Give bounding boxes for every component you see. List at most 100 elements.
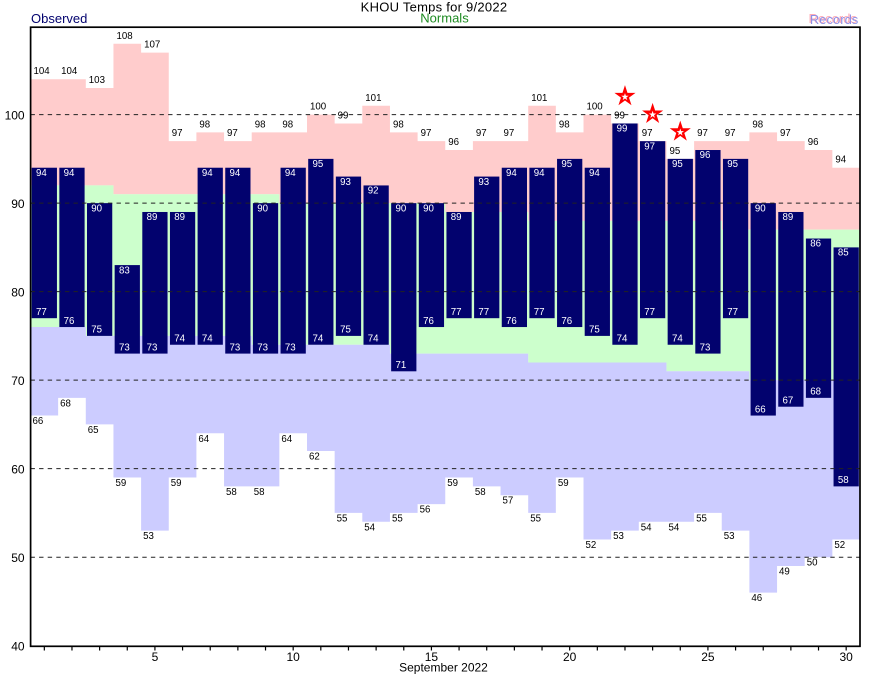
svg-text:94: 94 [230, 168, 241, 179]
svg-text:62: 62 [309, 451, 320, 462]
svg-text:99: 99 [614, 110, 625, 121]
svg-text:53: 53 [724, 531, 735, 542]
svg-text:70: 70 [11, 374, 25, 388]
svg-text:94: 94 [64, 168, 75, 179]
svg-text:30: 30 [839, 650, 853, 664]
svg-text:99: 99 [617, 124, 628, 135]
svg-text:104: 104 [34, 66, 51, 77]
svg-text:90: 90 [395, 203, 406, 214]
svg-text:77: 77 [534, 307, 545, 318]
svg-text:66: 66 [755, 404, 766, 415]
svg-text:59: 59 [447, 478, 458, 489]
svg-text:59: 59 [171, 478, 182, 489]
svg-text:85: 85 [838, 248, 849, 259]
svg-text:100: 100 [310, 102, 327, 113]
svg-text:54: 54 [364, 522, 375, 533]
svg-text:15: 15 [425, 650, 439, 664]
svg-text:65: 65 [88, 425, 99, 436]
svg-text:94: 94 [506, 168, 517, 179]
svg-text:92: 92 [368, 186, 379, 197]
svg-text:55: 55 [530, 513, 541, 524]
svg-text:58: 58 [226, 487, 237, 498]
svg-text:100: 100 [5, 108, 25, 122]
svg-text:75: 75 [589, 325, 600, 336]
svg-text:64: 64 [198, 434, 209, 445]
svg-text:50: 50 [807, 558, 818, 569]
svg-text:94: 94 [835, 155, 846, 166]
svg-text:98: 98 [752, 119, 763, 130]
svg-text:94: 94 [589, 168, 600, 179]
svg-text:97: 97 [780, 128, 791, 139]
svg-text:Records: Records [809, 11, 858, 26]
svg-text:77: 77 [478, 307, 489, 318]
svg-text:90: 90 [11, 197, 25, 211]
svg-text:104: 104 [61, 66, 78, 77]
svg-text:56: 56 [420, 505, 431, 516]
svg-text:108: 108 [116, 31, 132, 42]
svg-text:KHOU Temps for 9/2022: KHOU Temps for 9/2022 [361, 0, 508, 15]
svg-text:97: 97 [172, 128, 183, 139]
svg-text:94: 94 [202, 168, 213, 179]
svg-text:55: 55 [696, 513, 707, 524]
svg-text:97: 97 [227, 128, 238, 139]
svg-text:68: 68 [810, 387, 821, 398]
svg-text:53: 53 [143, 531, 154, 542]
svg-text:76: 76 [561, 316, 572, 327]
svg-text:98: 98 [393, 119, 404, 130]
svg-text:75: 75 [91, 325, 102, 336]
svg-text:95: 95 [669, 146, 680, 157]
svg-text:94: 94 [534, 168, 545, 179]
svg-text:98: 98 [199, 119, 210, 130]
svg-text:97: 97 [725, 128, 736, 139]
svg-text:97: 97 [697, 128, 708, 139]
svg-text:74: 74 [174, 334, 185, 345]
svg-text:90: 90 [91, 203, 102, 214]
svg-text:89: 89 [174, 212, 185, 223]
svg-text:95: 95 [727, 159, 738, 170]
svg-text:76: 76 [423, 316, 434, 327]
svg-text:95: 95 [561, 159, 572, 170]
svg-text:98: 98 [255, 119, 266, 130]
svg-text:97: 97 [642, 128, 653, 139]
svg-text:73: 73 [147, 342, 158, 353]
svg-text:89: 89 [451, 212, 462, 223]
svg-text:80: 80 [11, 285, 25, 299]
svg-text:89: 89 [147, 212, 158, 223]
svg-text:100: 100 [587, 102, 604, 113]
svg-text:Records: Records [810, 12, 859, 27]
svg-text:76: 76 [64, 316, 75, 327]
svg-text:60: 60 [11, 462, 25, 476]
svg-text:74: 74 [368, 334, 379, 345]
svg-text:89: 89 [783, 212, 794, 223]
svg-text:97: 97 [476, 128, 487, 139]
svg-text:96: 96 [448, 137, 459, 148]
svg-text:74: 74 [313, 334, 324, 345]
svg-text:59: 59 [558, 478, 569, 489]
svg-text:54: 54 [641, 522, 652, 533]
svg-text:77: 77 [644, 307, 655, 318]
svg-text:73: 73 [700, 342, 711, 353]
svg-text:77: 77 [36, 307, 47, 318]
svg-text:74: 74 [202, 334, 213, 345]
svg-text:73: 73 [257, 342, 268, 353]
svg-text:40: 40 [11, 640, 25, 654]
svg-text:94: 94 [285, 168, 296, 179]
svg-text:55: 55 [337, 513, 348, 524]
svg-text:25: 25 [701, 650, 715, 664]
svg-text:49: 49 [779, 567, 790, 578]
svg-text:98: 98 [282, 119, 293, 130]
svg-text:107: 107 [144, 40, 160, 51]
svg-text:90: 90 [257, 203, 268, 214]
svg-text:96: 96 [808, 137, 819, 148]
svg-text:93: 93 [478, 177, 489, 188]
svg-text:76: 76 [506, 316, 517, 327]
svg-text:71: 71 [395, 360, 406, 371]
svg-text:73: 73 [285, 342, 296, 353]
svg-text:66: 66 [33, 416, 44, 427]
svg-text:73: 73 [119, 342, 130, 353]
svg-text:98: 98 [559, 119, 570, 130]
svg-text:95: 95 [313, 159, 324, 170]
svg-text:101: 101 [365, 93, 381, 104]
svg-text:75: 75 [340, 325, 351, 336]
svg-text:77: 77 [451, 307, 462, 318]
